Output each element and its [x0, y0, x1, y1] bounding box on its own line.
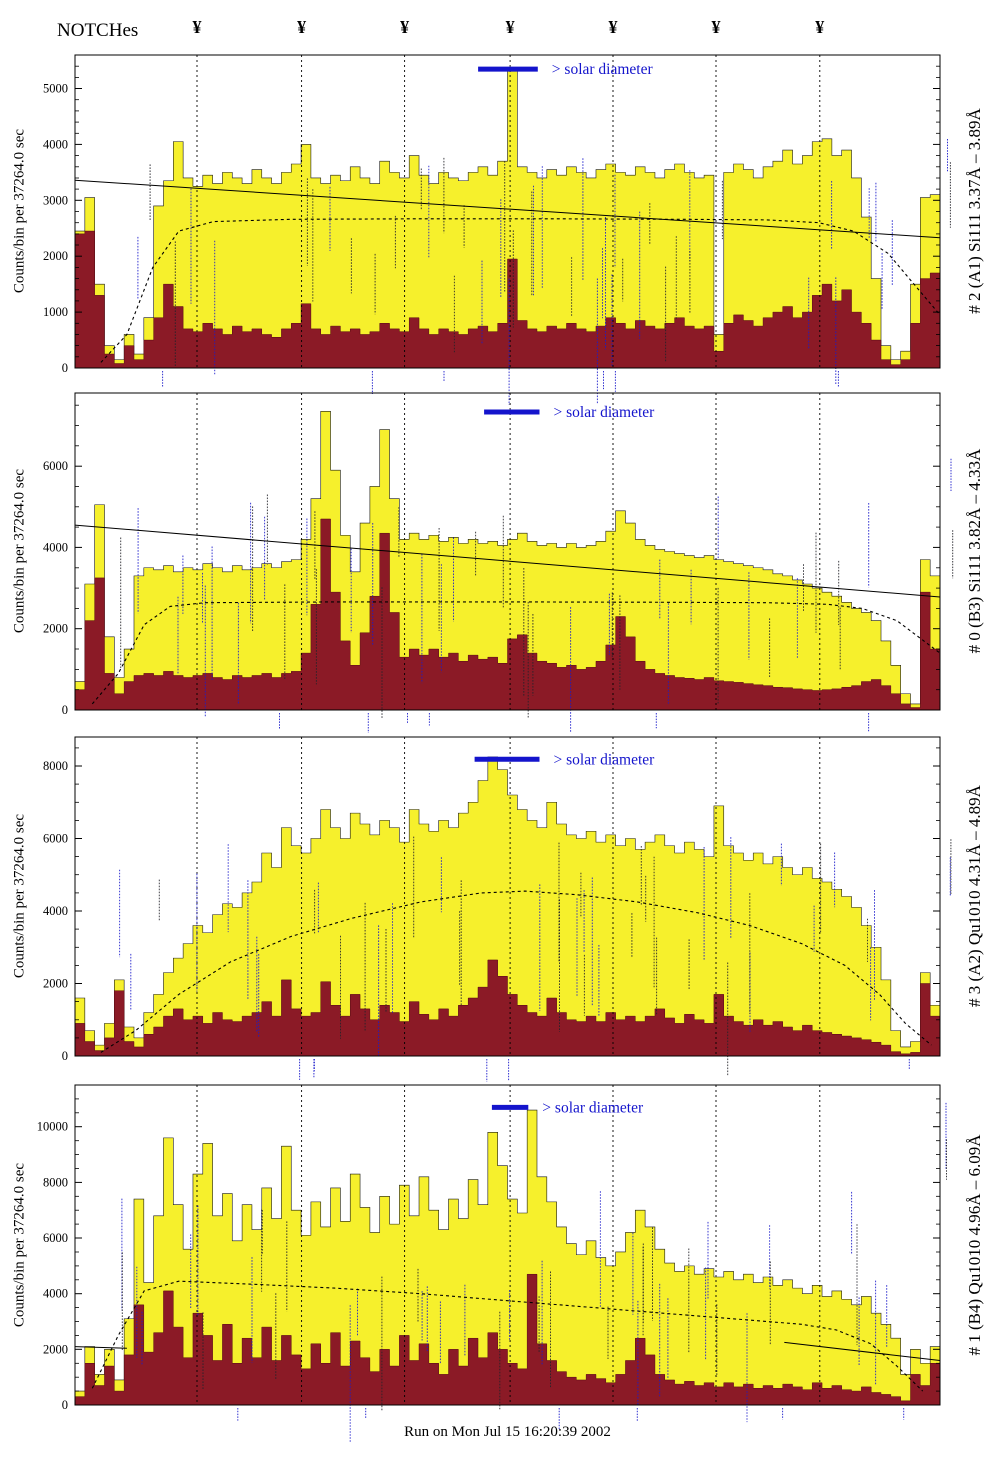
model-dashed-curve [100, 218, 941, 363]
y-tick-label: 1000 [43, 305, 68, 319]
solar-diameter-indicator: > solar diameter [484, 404, 655, 421]
axis-box: 0 2000 4000 6000 [43, 392, 941, 717]
solar-diameter-label: > solar diameter [552, 61, 654, 78]
background-histogram [74, 959, 941, 1057]
solar-diameter-label: > solar diameter [542, 1099, 644, 1116]
panel-1-plot: > solar diameter 0 1000 2000 3000 4000 5000 [43, 54, 951, 405]
solar-diameter-indicator: > solar diameter [478, 61, 653, 78]
notches-label: NOTCHes [57, 20, 139, 41]
total-histogram [74, 1109, 941, 1406]
panel-3-svg: > solar diameter 0 2000 4000 6000 8000 [43, 736, 952, 1082]
y-tick-label: 2000 [43, 249, 68, 263]
y-tick-label: 10000 [37, 1120, 68, 1134]
background-histogram [74, 1273, 941, 1406]
notch-lines [196, 55, 821, 368]
notch-symbol: ¥ [400, 17, 410, 37]
notch-symbol: ¥ [711, 17, 721, 37]
axis-box: 0 2000 4000 6000 8000 [43, 736, 941, 1063]
notch-symbol: ¥ [297, 17, 307, 37]
y-tick-label: 4000 [43, 137, 68, 151]
y-tick-label: 6000 [43, 459, 68, 473]
trend-solid-line [74, 1341, 941, 1361]
y-tick-label: 5000 [43, 82, 68, 96]
axis-box: 0 2000 4000 6000 8000 10000 [37, 1084, 941, 1412]
y-tick-label: 3000 [43, 193, 68, 207]
y-tick-label: 2000 [43, 977, 68, 991]
panel-2-plot: > solar diameter 0 2000 4000 6000 [43, 392, 954, 734]
background-histogram [74, 518, 941, 711]
y-tick-label: 4000 [43, 540, 68, 554]
panel-2-svg: > solar diameter 0 2000 4000 6000 [43, 392, 954, 734]
model-dashed-curve [91, 1280, 924, 1392]
panel-3-title: # 3 (A2) Qu1010 4.31Å – 4.89Å [965, 785, 984, 1007]
y-tick-label: 6000 [43, 832, 68, 846]
panel-4-title: # 1 (B4) Qu1010 4.96Å – 6.09Å [965, 1134, 984, 1356]
model-dashed-curve [91, 601, 941, 705]
notch-symbol: ¥ [815, 17, 825, 37]
axis-box: 0 1000 2000 3000 4000 5000 [43, 54, 941, 375]
notch-symbol: ¥ [505, 17, 515, 37]
solar-diameter-indicator: > solar diameter [474, 751, 656, 768]
panel-1-title: # 2 (A1) Si111 3.37Å – 3.89Å [965, 108, 984, 314]
y-axis-label-panel-4: Counts/bin per 37264.0 sec [11, 1162, 28, 1328]
y-tick-label: 2000 [43, 622, 68, 636]
panel-1-svg: > solar diameter 0 1000 2000 3000 4000 5000 [43, 54, 951, 405]
notch-symbol: ¥ [192, 17, 202, 37]
notch-lines [196, 737, 821, 1056]
annotation-marks [121, 1102, 947, 1443]
y-tick-label: 0 [62, 361, 68, 375]
y-axis-label-panel-1: Counts/bin per 37264.0 sec [11, 128, 28, 294]
notch-lines [196, 1085, 821, 1405]
y-tick-label: 8000 [43, 1175, 68, 1189]
panel-2-title: # 0 (B3) Si111 3.82Å – 4.33Å [965, 448, 984, 654]
panel-4-plot: > solar diameter 0 2000 4000 6000 8000 10000 [37, 1084, 947, 1443]
run-timestamp: Run on Mon Jul 15 16:20:39 2002 [404, 1424, 611, 1440]
y-tick-label: 0 [62, 1049, 68, 1063]
solar-diameter-label: > solar diameter [554, 404, 656, 421]
notch-symbol: ¥ [608, 17, 618, 37]
y-tick-label: 4000 [43, 1287, 68, 1301]
trend-solid-line [74, 524, 941, 598]
background-histogram [74, 230, 941, 369]
annotation-marks [119, 836, 952, 1082]
annotation-marks [120, 458, 954, 734]
panel-4-svg: > solar diameter 0 2000 4000 6000 8000 10000 [37, 1084, 947, 1443]
y-tick-label: 0 [62, 703, 68, 717]
y-tick-label: 2000 [43, 1342, 68, 1356]
solar-diameter-label: > solar diameter [554, 751, 656, 768]
y-axis-label-panel-3: Counts/bin per 37264.0 sec [11, 813, 28, 979]
y-axis-label-panel-2: Counts/bin per 37264.0 sec [11, 468, 28, 634]
trend-solid-line [74, 179, 941, 239]
y-tick-label: 4000 [43, 904, 68, 918]
solar-diameter-indicator: > solar diameter [491, 1099, 644, 1116]
y-tick-label: 6000 [43, 1231, 68, 1245]
panel-3-plot: > solar diameter 0 2000 4000 6000 8000 [43, 736, 952, 1082]
y-tick-label: 8000 [43, 759, 68, 773]
y-tick-label: 0 [62, 1398, 68, 1412]
